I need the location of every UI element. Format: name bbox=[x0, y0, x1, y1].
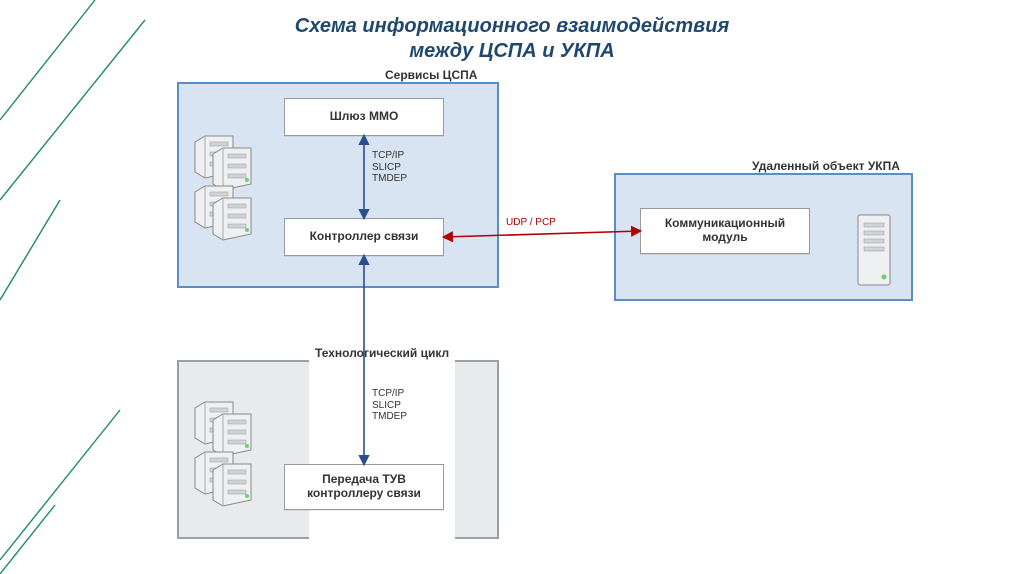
server-stack-icon bbox=[191, 398, 261, 508]
page-title: Схема информационного взаимодействия меж… bbox=[0, 14, 1024, 64]
server-tower-icon bbox=[848, 207, 900, 293]
box-tuv: Передача ТУВконтроллеру связи bbox=[284, 464, 444, 510]
container-cspa-title: Сервисы ЦСПА bbox=[379, 68, 483, 82]
server-stack-icon bbox=[191, 132, 261, 242]
box-comm-module-label: Коммуникационныймодуль bbox=[665, 217, 785, 245]
container-ukpa-title: Удаленный объект УКПА bbox=[746, 159, 906, 173]
decor-lines bbox=[0, 0, 150, 574]
slide-root: Схема информационного взаимодействия меж… bbox=[0, 0, 1024, 574]
protocol-list-upper: TCP/IPSLICPTMDEP bbox=[372, 150, 407, 185]
box-gateway-label: Шлюз ММО bbox=[330, 110, 399, 124]
protocol-list-lower: TCP/IPSLICPTMDEP bbox=[372, 388, 407, 423]
box-controller: Контроллер связи bbox=[284, 218, 444, 256]
title-line-1: Схема информационного взаимодействия bbox=[295, 15, 729, 37]
title-line-2: между ЦСПА и УКПА bbox=[409, 40, 614, 62]
box-controller-label: Контроллер связи bbox=[310, 230, 419, 244]
box-gateway: Шлюз ММО bbox=[284, 98, 444, 136]
container-tech-title: Технологический цикл bbox=[309, 346, 455, 553]
box-tuv-label: Передача ТУВконтроллеру связи bbox=[307, 473, 421, 501]
link-label-udp-pcp: UDP / PCP bbox=[506, 217, 556, 228]
box-comm-module: Коммуникационныймодуль bbox=[640, 208, 810, 254]
